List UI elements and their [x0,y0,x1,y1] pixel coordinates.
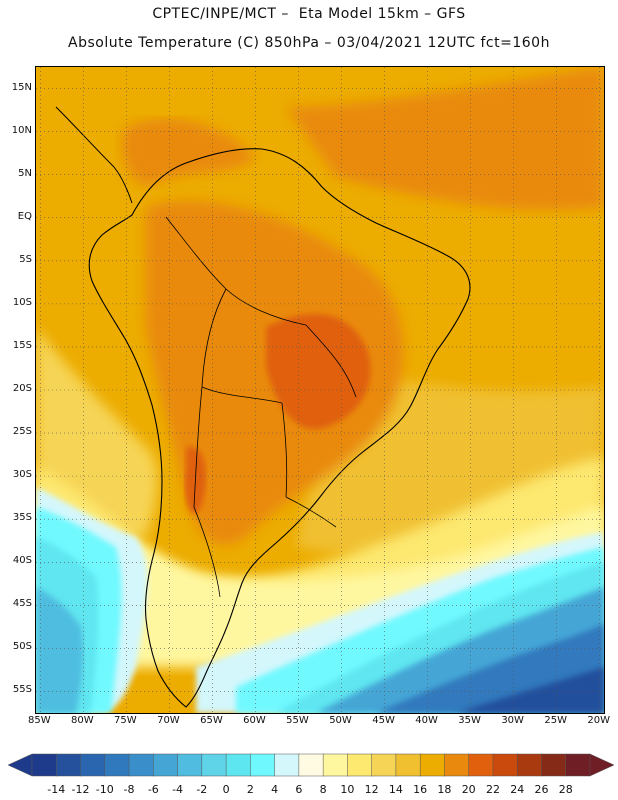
lat-tick-label: 20S [12,383,32,394]
temperature-colorbar [7,753,615,777]
map-title: CPTEC/INPE/MCT – Eta Model 15km – GFS [152,6,466,22]
colorbar-tick-label: -8 [123,783,135,796]
lat-tick-label: 10N [11,124,32,136]
colorbar-tick-label: 4 [271,783,279,796]
colorbar-cell [250,753,276,777]
south-america-coastline [88,148,471,708]
lat-tick-label: 10S [12,296,32,308]
colorbar-cell [541,753,567,777]
colorbar-min-arrow [7,753,33,777]
colorbar-cell [419,753,445,777]
field-pacific-cold-0 [36,587,84,713]
colorbar-cell [128,753,154,777]
colorbar-tick-label: 12 [364,783,379,796]
lat-tick-label: 5S [19,253,32,265]
colorbar-tick-label: 26 [534,783,549,796]
lat-tick-label: 15N [11,81,32,93]
colorbar-tick-label: -4 [172,783,184,796]
lat-tick-label: 25S [12,426,32,438]
lon-tick-label: 65W [200,715,223,726]
colorbar-cell [565,753,591,777]
colorbar-cell [274,753,300,777]
lat-tick-label: 5N [18,167,32,179]
lat-tick-label: 45S [12,598,32,610]
colorbar-tick-label: 18 [437,783,452,796]
lon-tick-label: 35W [458,715,481,726]
lon-tick-label: 70W [157,715,180,726]
colorbar-cell [322,753,348,777]
lon-tick-label: 50W [329,715,352,726]
map-subtitle: Absolute Temperature (C) 850hPa – 03/04/… [68,35,550,51]
lat-tick-label: 15S [12,339,32,351]
colorbar-tick-label: 2 [246,783,254,796]
field-atlantic-cold-minus12 [456,667,604,713]
lon-tick-label: 40W [415,715,438,726]
lat-tick-label: 40S [12,555,32,567]
colorbar-tick-label: 0 [222,783,230,796]
colorbar-tick-label: 28 [558,783,573,796]
colorbar-cell [444,753,470,777]
colorbar-tick-label: -14 [47,783,66,796]
lon-tick-label: 25W [544,715,567,726]
field-continent-22 [266,313,371,429]
colorbar-cell [201,753,227,777]
lon-tick-label: 20W [587,715,610,726]
colorbar-cell [225,753,251,777]
lon-tick-label: 45W [372,715,395,726]
colorbar-cell [153,753,179,777]
colorbar-tick-label: -2 [196,783,208,796]
colorbar-tick-label: 6 [295,783,303,796]
lat-tick-label: 30S [12,469,32,481]
temperature-field-svg [36,67,604,713]
colorbar-cell [516,753,543,777]
colorbar-tick-label: -10 [95,783,114,796]
colorbar-tick-label: 20 [461,783,476,796]
field-warm-north-atlantic [286,67,604,210]
colorbar-cell [80,753,106,777]
colorbar-tick-label: 24 [510,783,525,796]
colorbar-tick-label: 14 [388,783,403,796]
lon-tick-label: 80W [71,715,94,726]
colorbar-cell [31,753,57,777]
colorbar-tick-label: -6 [147,783,159,796]
field-caribbean-20 [122,118,256,187]
lon-tick-label: 75W [114,715,137,726]
lat-tick-label: EQ [17,210,32,222]
colorbar-tick-label: 10 [340,783,355,796]
lon-tick-label: 55W [286,715,309,726]
colorbar-cell [347,753,373,777]
colorbar-tick-label: 8 [319,783,327,796]
colorbar-tick-label: 22 [485,783,500,796]
lat-tick-label: 55S [12,684,32,696]
colorbar-cell [177,753,203,777]
colorbar-cell [468,753,494,777]
colorbar-cell [56,753,82,777]
colorbar-tick-label: 16 [413,783,428,796]
colorbar-tick-label: -12 [71,783,90,796]
lon-tick-label: 85W [27,715,51,726]
country-borders [165,216,357,598]
lon-tick-label: 60W [243,715,266,726]
colorbar-cell [371,753,397,777]
lat-lon-grid [36,67,604,713]
colorbar-cell [298,753,324,777]
colorbar-cell [492,753,518,777]
colorbar-cell [395,753,421,777]
colorbar-max-arrow [589,753,615,777]
lon-tick-label: 30W [501,715,524,726]
central-america-coastline [55,106,133,204]
lat-tick-label: 35S [12,512,32,524]
colorbar-cell [104,753,130,777]
temperature-map [35,66,605,714]
lat-tick-label: 50S [12,641,32,653]
